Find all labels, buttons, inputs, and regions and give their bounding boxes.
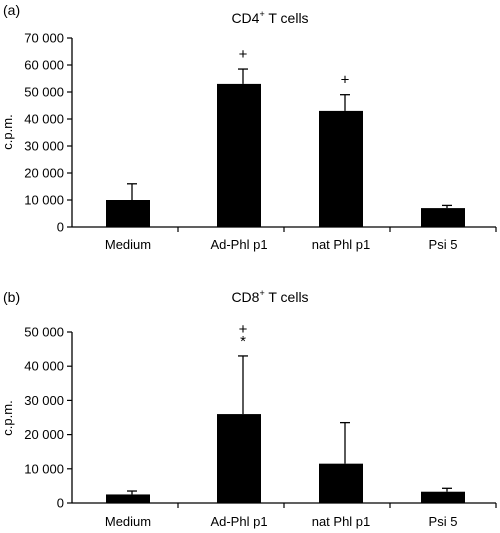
bar [319,110,363,227]
y-tick-label: 10 000 [24,461,64,476]
x-tick-label: Medium [105,237,151,252]
panel-label: (a) [3,2,20,18]
significance-annotation: + [239,46,248,63]
bar [421,208,465,227]
y-tick-label: 30 000 [24,139,64,154]
chart-title: CD4+ T cells [231,9,308,26]
bar [217,414,261,503]
y-tick-label: 0 [57,496,64,511]
y-tick-label: 10 000 [24,193,64,208]
chart-title: CD8+ T cells [231,288,308,305]
bar [319,463,363,503]
bar [106,494,150,503]
y-tick-label: 40 000 [24,359,64,374]
chart-panel-b: (b) CD8+ T cells c.p.m. 0 10 000 20 000 30 000… [0,288,497,529]
bar [217,83,261,228]
significance-annotation: * [240,333,246,350]
bar [421,491,465,503]
y-tick-label: 70 000 [24,31,64,46]
x-tick-label: Psi 5 [429,514,458,529]
y-tick-label: 20 000 [24,166,64,181]
x-tick-label: nat Phl p1 [312,237,371,252]
y-tick-label: 20 000 [24,427,64,442]
significance-annotation: + [239,321,248,338]
x-tick-label: nat Phl p1 [312,514,371,529]
y-axis-label: c.p.m. [0,400,15,435]
x-tick-label: Ad-Phl p1 [210,514,267,529]
y-tick-label: 0 [57,220,64,235]
significance-annotation: + [341,72,350,89]
y-tick-label: 30 000 [24,393,64,408]
x-tick-label: Psi 5 [429,237,458,252]
y-axis-label: c.p.m. [0,114,15,149]
y-tick-label: 50 000 [24,325,64,340]
chart-panel-a: (a) CD4+ T cells c.p.m. 0 10 000 20 000 30 000… [0,2,497,252]
y-tick-label: 50 000 [24,85,64,100]
y-tick-label: 40 000 [24,112,64,127]
bar [106,200,150,227]
y-tick-label: 60 000 [24,58,64,73]
x-tick-label: Ad-Phl p1 [210,237,267,252]
x-tick-label: Medium [105,514,151,529]
panel-label: (b) [3,289,20,305]
